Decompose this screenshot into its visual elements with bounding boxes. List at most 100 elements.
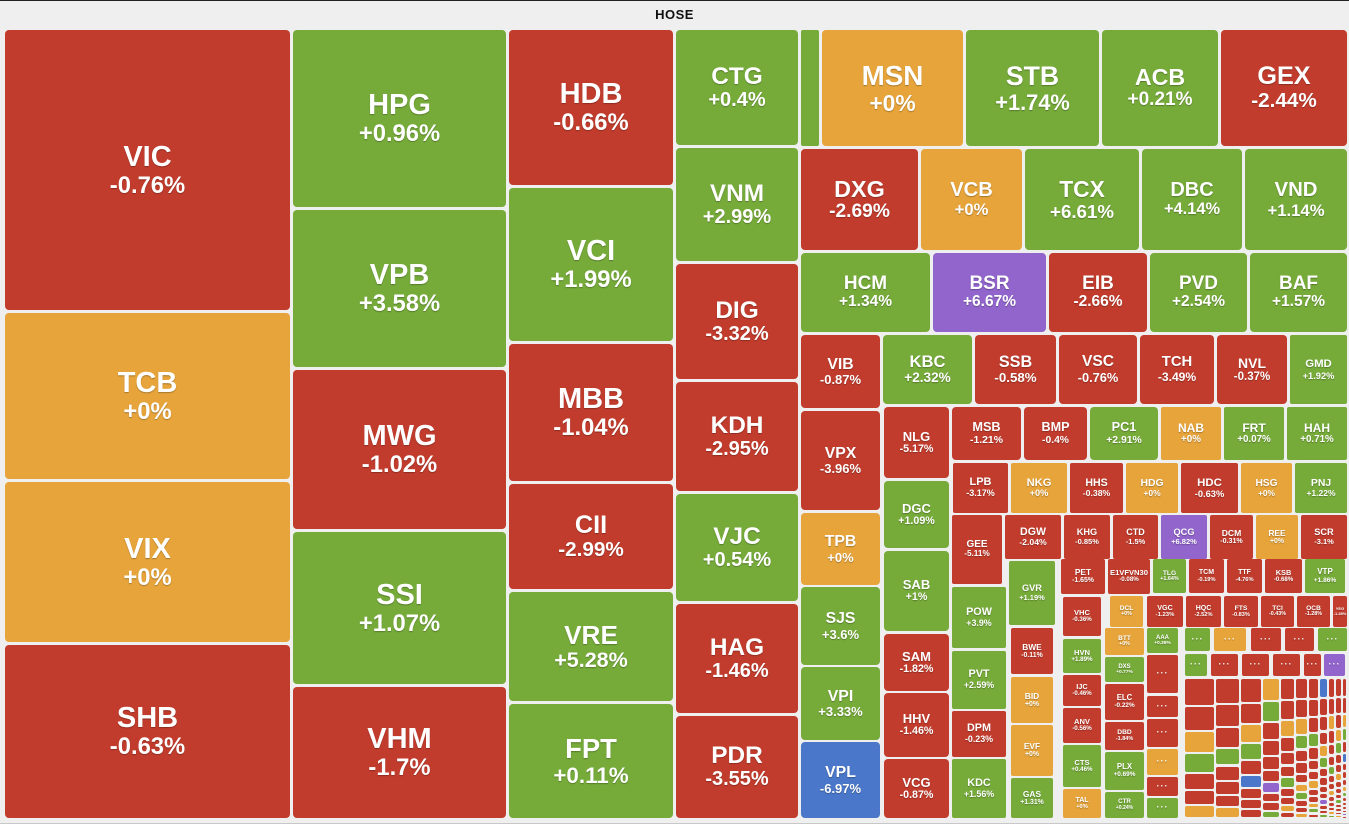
tile-acb[interactable]: ACB +0.21% [1102,30,1218,146]
tile-micro[interactable] [1296,700,1307,718]
tile-micro[interactable] [1342,807,1346,809]
tile-mwg[interactable]: MWG -1.02% [293,370,506,529]
tile-ttf[interactable]: TTF -4.76% [1227,559,1262,593]
tile-micro[interactable]: ··· [1285,628,1314,651]
tile-micro[interactable] [1336,754,1341,764]
tile-micro[interactable] [1319,732,1327,745]
tile-plx[interactable]: PLX +0.69% [1105,752,1144,790]
tile-hdc[interactable]: HDC -0.63% [1181,463,1238,513]
tile-ree[interactable]: REE +0% [1256,515,1298,559]
tile-vci[interactable]: VCI +1.99% [509,188,673,341]
tile-dbd[interactable]: DBD -1.84% [1105,722,1144,750]
tile-micro[interactable] [1336,698,1341,714]
tile-anv[interactable]: ANV -0.56% [1063,708,1101,743]
tile-gex[interactable]: GEX -2.44% [1221,30,1347,146]
tile-hqc[interactable]: HQC -2.52% [1186,596,1221,627]
tile-vpb[interactable]: VPB +3.58% [293,210,506,367]
tile-micro[interactable] [1328,744,1335,755]
tile-msb[interactable]: MSB -1.21% [952,407,1021,460]
tile-tch[interactable]: TCH -3.49% [1140,335,1214,404]
tile-micro[interactable] [1308,699,1318,716]
tile-micro[interactable] [1241,788,1261,799]
tile-micro[interactable] [1342,813,1346,815]
tile-hvn[interactable]: HVN +1.89% [1063,639,1101,673]
tile-hcm[interactable]: HCM +1.34% [801,253,930,332]
tile-micro[interactable] [1328,784,1335,790]
tile-micro[interactable] [1336,715,1341,729]
tile-evf[interactable]: EVF +0% [1011,725,1053,776]
tile-micro[interactable] [1328,807,1335,810]
tile-micro[interactable] [1280,753,1295,765]
tile-qcg[interactable]: QCG +6.82% [1161,515,1207,559]
tile-micro[interactable] [1328,776,1335,782]
tile-micro[interactable] [1308,760,1318,770]
tile-micro[interactable] [1328,815,1335,817]
tile-gmd[interactable]: GMD +1.92% [1290,335,1347,404]
tile-micro[interactable] [1215,782,1240,794]
tile-vic[interactable]: VIC -0.76% [5,30,290,310]
tile-micro[interactable] [1319,793,1327,799]
tile-micro[interactable] [1308,734,1318,747]
tile-e1vfvn30[interactable]: E1VFVN30 -0.08% [1108,559,1150,594]
tile-micro[interactable] [1262,756,1279,769]
tile-hdb[interactable]: HDB -0.66% [509,30,673,185]
tile-elc[interactable]: ELC -0.22% [1105,684,1144,720]
tile-nlg[interactable]: NLG -5.17% [884,407,949,478]
tile-gvr[interactable]: GVR +1.19% [1009,561,1055,625]
tile-micro[interactable] [1308,809,1318,813]
tile-micro[interactable]: ··· [1147,749,1178,775]
tile-dig[interactable]: DIG -3.32% [676,264,798,379]
tile-nab[interactable]: NAB +0% [1161,407,1221,460]
tile-micro[interactable] [1328,698,1335,714]
tile-micro[interactable] [1342,763,1346,771]
tile-micro[interactable]: ··· [1273,654,1300,676]
tile-micro[interactable]: ··· [1242,654,1269,676]
tile-micro[interactable]: ··· [1185,628,1210,651]
tile-micro[interactable] [1296,793,1307,799]
tile-tal[interactable]: TAL +0% [1063,789,1101,818]
tile-dcm[interactable]: DCM -0.31% [1210,515,1253,559]
tile-ctr[interactable]: CTR +0.24% [1105,792,1144,818]
tile-khg[interactable]: KHG -0.85% [1064,515,1110,559]
tile-micro[interactable] [1241,679,1261,702]
tile-fts[interactable]: FTS -0.83% [1224,596,1258,627]
tile-shb[interactable]: SHB -0.63% [5,645,290,818]
tile-micro[interactable]: ··· [1147,798,1178,818]
tile-micro[interactable] [1215,766,1240,781]
tile-micro[interactable] [1336,800,1341,804]
tile-micro[interactable] [1280,812,1295,817]
tile-hhv[interactable]: HHV -1.46% [884,693,949,757]
tile-micro[interactable] [1215,796,1240,807]
tile-ocb[interactable]: OCB -1.28% [1297,596,1330,627]
tile-micro[interactable] [1328,756,1335,765]
tile-micro[interactable] [1308,771,1318,780]
tile-vcg[interactable]: VCG -0.87% [884,759,949,818]
tile-micro[interactable] [1241,725,1261,743]
tile-kdh[interactable]: KDH -2.95% [676,382,798,491]
tile-scr[interactable]: SCR -3.1% [1301,515,1347,559]
tile-micro[interactable] [1336,816,1341,818]
tile-baf[interactable]: BAF +1.57% [1250,253,1347,332]
tile-dcl[interactable]: DCL +0% [1110,596,1143,627]
tile-micro[interactable] [1308,814,1318,817]
tile-micro[interactable]: ··· [1251,628,1281,651]
tile-micro[interactable] [1342,816,1346,818]
tile-micro[interactable] [1336,743,1341,753]
tile-micro[interactable] [1308,789,1318,796]
tile-micro[interactable] [1280,679,1295,700]
tile-micro[interactable] [801,30,819,146]
tile-tci[interactable]: TCI -0.43% [1261,596,1294,627]
tile-micro[interactable] [1185,790,1214,804]
tile-micro[interactable] [1262,722,1279,739]
tile-micro[interactable] [1328,731,1335,743]
tile-pow[interactable]: POW +3.9% [952,587,1006,648]
tile-micro[interactable] [1336,788,1341,793]
tile-micro[interactable] [1342,802,1346,805]
tile-cii[interactable]: CII -2.99% [509,484,673,589]
tile-micro[interactable] [1280,766,1295,777]
tile-eib[interactable]: EIB -2.66% [1049,253,1147,332]
tile-micro[interactable] [1308,679,1318,698]
tile-ijc[interactable]: IJC -0.46% [1063,675,1101,706]
tile-micro[interactable] [1280,797,1295,804]
tile-micro[interactable] [1215,748,1240,765]
